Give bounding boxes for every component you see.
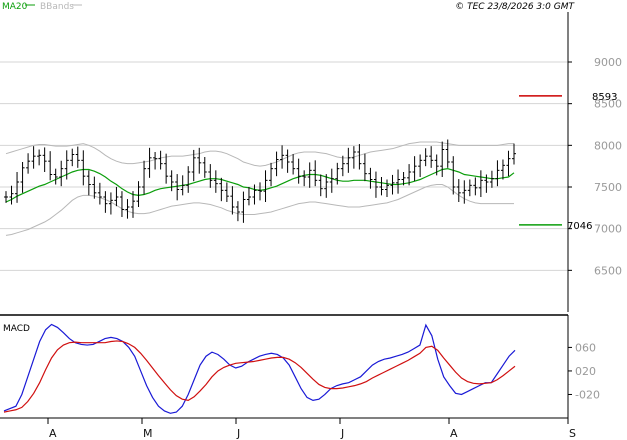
x-tick-label: A: [450, 427, 458, 440]
legend-bbands-label: BBands: [40, 2, 74, 12]
legend-ma20-label: MA20: [2, 2, 28, 12]
bbands-layer: [5, 141, 514, 236]
macd-y-tick-label: 060: [575, 341, 596, 354]
price-y-ticks: 6500 7000 7500 8000 8500 9000: [568, 56, 622, 277]
price-y-tick-label: 8500: [594, 98, 622, 111]
macd-line: [3, 323, 516, 414]
bband-upper-line: [5, 141, 514, 167]
macd-panel-title: MACD: [3, 324, 30, 334]
macd-y-tick-label: -020: [575, 388, 600, 401]
support-level-label: 7046: [567, 221, 592, 232]
price-y-tick-label: 7000: [594, 223, 622, 236]
macd-signal-line: [3, 340, 516, 413]
price-y-tick-label: 8000: [594, 139, 622, 152]
x-tick-label: J: [236, 427, 240, 440]
macd-y-tick-label: 020: [575, 365, 596, 378]
price-y-tick-label: 7500: [594, 181, 622, 194]
x-tick-label: S: [569, 427, 576, 440]
price-levels: 8593 7046: [519, 92, 617, 232]
macd-lines: [3, 323, 516, 414]
x-tick-label: J: [340, 427, 344, 440]
timestamp-note: © TEC 23/8/2026 3:0 GMT: [455, 2, 575, 12]
price-bars: [4, 139, 516, 223]
price-y-tick-label: 6500: [594, 264, 622, 277]
bband-lower-line: [5, 184, 514, 236]
x-tick-label: A: [49, 427, 57, 440]
resistance-level-label: 8593: [592, 92, 617, 103]
x-tick-label: M: [143, 427, 153, 440]
price-y-tick-label: 9000: [594, 56, 622, 69]
macd-y-ticks: -020 020 060: [568, 341, 600, 401]
